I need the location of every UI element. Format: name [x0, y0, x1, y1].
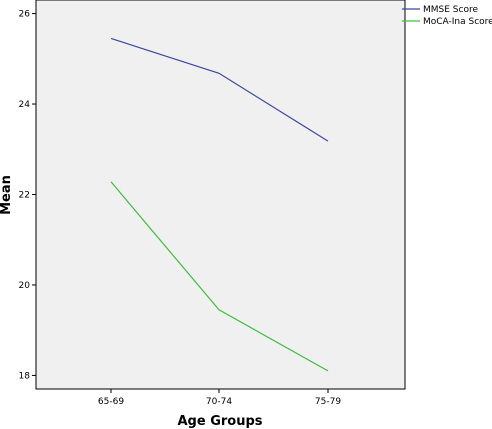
y-tick-label: 20 — [19, 281, 31, 291]
plot-area — [35, 0, 406, 390]
series-line-2 — [110, 181, 329, 372]
y-tick-label: 18 — [19, 371, 31, 381]
x-axis: 65-69 70-74 75-79 — [98, 389, 341, 407]
legend-label: MMSE Score — [423, 5, 478, 15]
y-tick-label: 22 — [19, 191, 30, 201]
y-tick-label: 26 — [19, 10, 31, 20]
series-lines — [110, 37, 329, 372]
x-tick-label: 65-69 — [98, 397, 124, 407]
legend-label: MoCA-Ina Score — [423, 17, 492, 27]
x-tick-label: 75-79 — [315, 397, 341, 407]
series-line-1 — [110, 37, 329, 142]
legend: MMSE Score MoCA-Ina Score — [402, 5, 492, 27]
y-tick-label: 24 — [19, 100, 31, 110]
y-axis-title: Mean — [0, 175, 14, 215]
x-tick-label: 70-74 — [206, 397, 232, 407]
y-axis: 18 20 22 24 26 — [19, 10, 36, 381]
x-axis-title: Age Groups — [177, 414, 262, 429]
